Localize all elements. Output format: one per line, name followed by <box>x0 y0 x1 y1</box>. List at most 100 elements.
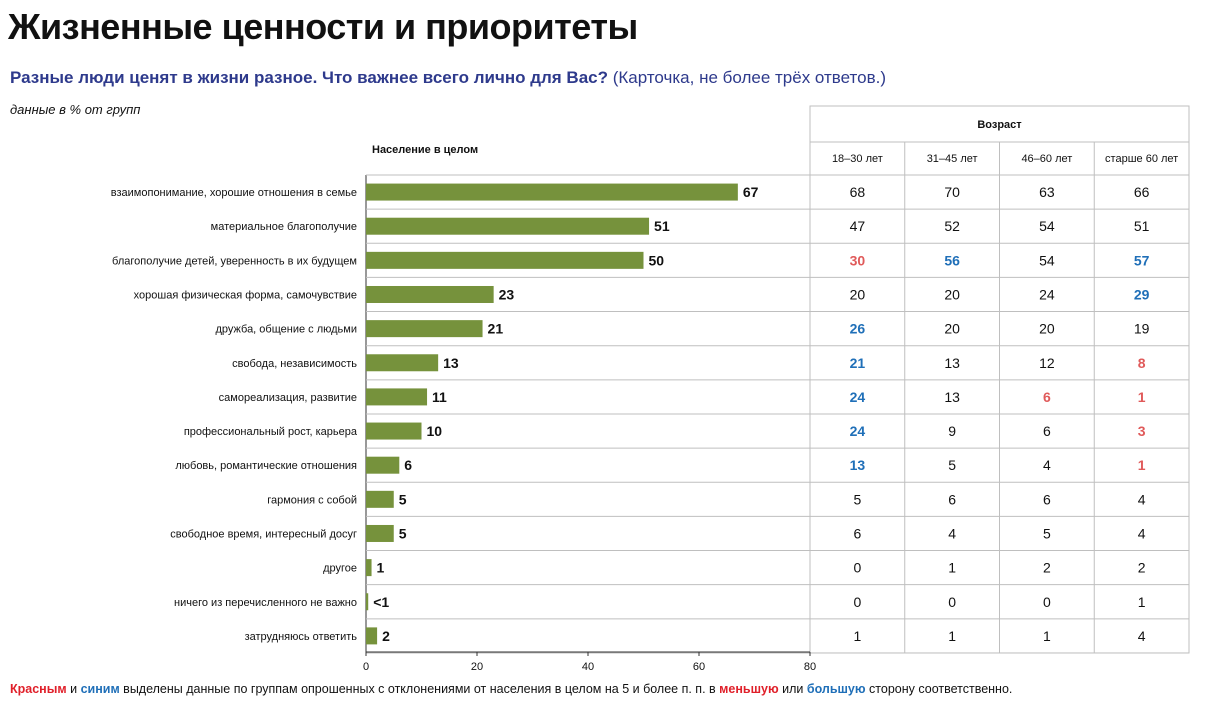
table-cell: 54 <box>1039 218 1055 234</box>
table-column-header: старше 60 лет <box>1105 153 1178 165</box>
table-cell: 68 <box>850 184 866 200</box>
bar <box>366 524 394 542</box>
table-cell: 1 <box>853 628 861 644</box>
bar-value-label: 2 <box>382 628 390 644</box>
bar-value-label: 1 <box>377 560 385 576</box>
table-cell: 20 <box>1039 321 1055 337</box>
question-text: Разные люди ценят в жизни разное. Что ва… <box>10 68 608 87</box>
table-cell: 6 <box>1043 389 1051 405</box>
table-cell: 19 <box>1134 321 1150 337</box>
bar-value-label: 5 <box>399 525 407 541</box>
bar-value-label: 6 <box>404 457 412 473</box>
bar <box>366 559 372 577</box>
table-cell: 8 <box>1138 355 1146 371</box>
category-label: свободное время, интересный досуг <box>170 528 357 540</box>
bar <box>366 285 494 303</box>
bar <box>366 183 738 201</box>
category-label: самореализация, развитие <box>219 392 357 404</box>
bar-value-label: <1 <box>373 594 389 610</box>
table-cell: 54 <box>1039 252 1055 268</box>
series-header: Население в целом <box>372 144 478 156</box>
table-cell: 26 <box>850 321 866 337</box>
footnote-red-word: Красным <box>10 682 67 696</box>
category-label: гармония с собой <box>267 494 357 506</box>
table-cell: 1 <box>948 628 956 644</box>
table-cell: 1 <box>1043 628 1051 644</box>
bar-value-label: 13 <box>443 355 459 371</box>
table-column-header: 18–30 лет <box>832 153 883 165</box>
table-cell: 20 <box>944 321 960 337</box>
survey-question: Разные люди ценят в жизни разное. Что ва… <box>10 68 886 88</box>
bar-value-label: 67 <box>743 184 759 200</box>
bar <box>366 320 483 338</box>
category-label: свобода, независимость <box>232 358 357 370</box>
category-label: дружба, общение с людьми <box>216 324 358 336</box>
table-cell: 3 <box>1138 423 1146 439</box>
bar <box>366 456 400 474</box>
footnote-and: и <box>66 682 81 696</box>
bar-value-label: 11 <box>432 389 447 405</box>
category-label: затрудняюсь ответить <box>245 631 358 643</box>
table-cell: 0 <box>1043 594 1051 610</box>
question-note: (Карточка, не более трёх ответов.) <box>612 68 886 87</box>
table-cell: 0 <box>853 560 861 576</box>
table-cell: 6 <box>1043 491 1051 507</box>
footnote: Красным и синим выделены данные по групп… <box>10 682 1012 696</box>
table-cell: 4 <box>1138 628 1146 644</box>
bar <box>366 422 422 440</box>
x-tick-label: 80 <box>804 661 816 673</box>
table-cell: 0 <box>948 594 956 610</box>
bar-value-label: 21 <box>488 321 504 337</box>
x-tick-label: 20 <box>471 661 483 673</box>
category-label: профессиональный рост, карьера <box>184 426 358 438</box>
footnote-middle: выделены данные по группам опрошенных с … <box>119 682 720 696</box>
table-column-header: 46–60 лет <box>1021 153 1072 165</box>
bar-value-label: 51 <box>654 218 670 234</box>
category-label: любовь, романтические отношения <box>175 460 357 472</box>
unit-note: данные в % от групп <box>10 102 141 117</box>
category-label: хорошая физическая форма, самочувствие <box>134 289 357 301</box>
table-cell: 47 <box>850 218 866 234</box>
table-cell: 4 <box>948 525 956 541</box>
table-cell: 4 <box>1043 457 1051 473</box>
table-cell: 5 <box>853 491 861 507</box>
bar-value-label: 5 <box>399 491 407 507</box>
bar <box>366 388 428 406</box>
category-label: ничего из перечисленного не важно <box>174 597 357 609</box>
bar <box>366 627 378 645</box>
footnote-lesser-word: меньшую <box>719 682 779 696</box>
footnote-or: или <box>778 682 807 696</box>
footnote-greater-word: большую <box>806 682 866 696</box>
table-cell: 13 <box>944 355 960 371</box>
category-label: другое <box>323 563 357 575</box>
table-cell: 9 <box>948 423 956 439</box>
x-tick-label: 60 <box>693 661 705 673</box>
category-label: материальное благополучие <box>211 221 357 233</box>
table-cell: 66 <box>1134 184 1150 200</box>
table-cell: 20 <box>944 286 960 302</box>
table-cell: 56 <box>944 252 960 268</box>
table-cell: 6 <box>1043 423 1051 439</box>
table-cell: 24 <box>850 389 866 405</box>
x-tick-label: 40 <box>582 661 594 673</box>
table-cell: 12 <box>1039 355 1055 371</box>
bar <box>366 593 369 611</box>
table-cell: 1 <box>948 560 956 576</box>
table-cell: 57 <box>1134 252 1150 268</box>
table-column-header: 31–45 лет <box>927 153 978 165</box>
category-label: благополучие детей, уверенность в их буд… <box>112 255 357 267</box>
table-cell: 1 <box>1138 457 1146 473</box>
table-cell: 30 <box>850 252 866 268</box>
table-cell: 52 <box>944 218 960 234</box>
table-cell: 24 <box>850 423 866 439</box>
table-cell: 20 <box>850 286 866 302</box>
table-cell: 2 <box>1043 560 1051 576</box>
table-cell: 63 <box>1039 184 1055 200</box>
footnote-blue-word: синим <box>80 682 120 696</box>
table-cell: 5 <box>1043 525 1051 541</box>
bar-value-label: 50 <box>649 252 665 268</box>
table-cell: 13 <box>944 389 960 405</box>
footnote-end: сторону соответственно. <box>865 682 1013 696</box>
table-cell: 1 <box>1138 594 1146 610</box>
chart: Население в целом Возраст 18–30 лет 31–45 л… <box>111 105 1190 673</box>
